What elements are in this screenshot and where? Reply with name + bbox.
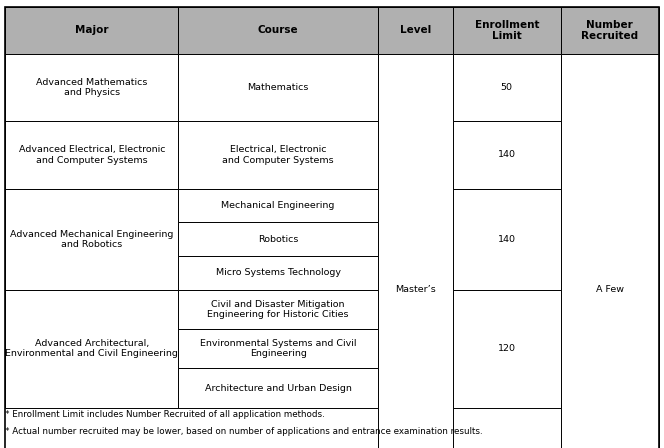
Text: Master’s: Master’s	[395, 285, 436, 294]
Text: Enrollment
Limit: Enrollment Limit	[475, 20, 539, 41]
Bar	[378, 7, 453, 54]
Text: Advanced Electrical, Electronic
and Computer Systems: Advanced Electrical, Electronic and Comp…	[19, 145, 165, 165]
Bar	[179, 290, 378, 329]
Text: Advanced Mathematics
and Physics: Advanced Mathematics and Physics	[37, 78, 147, 97]
Bar	[179, 189, 378, 222]
Bar	[179, 54, 378, 121]
Bar	[453, 121, 560, 189]
Text: Mechanical Engineering: Mechanical Engineering	[221, 201, 335, 210]
Bar	[378, 54, 453, 448]
Text: Major: Major	[75, 25, 109, 35]
Text: Number
Recruited: Number Recruited	[581, 20, 638, 41]
Bar	[5, 54, 179, 121]
Text: Advanced Mechanical Engineering
and Robotics: Advanced Mechanical Engineering and Robo…	[10, 229, 173, 249]
Bar	[5, 121, 179, 189]
Bar	[453, 54, 560, 121]
Bar	[453, 290, 560, 408]
Bar	[453, 7, 560, 54]
Text: Level: Level	[400, 25, 431, 35]
Text: 140: 140	[498, 235, 516, 244]
Bar	[560, 54, 659, 448]
Bar	[179, 7, 378, 54]
Text: Advanced Architectural,
Environmental and Civil Engineering: Advanced Architectural, Environmental an…	[5, 339, 179, 358]
Text: 140: 140	[498, 151, 516, 159]
Bar	[179, 329, 378, 368]
Bar	[5, 7, 179, 54]
Text: * Actual number recruited may be lower, based on number of applications and entr: * Actual number recruited may be lower, …	[5, 427, 483, 436]
Text: Mathematics: Mathematics	[248, 83, 309, 92]
Text: 50: 50	[501, 83, 513, 92]
Text: Architecture and Urban Design: Architecture and Urban Design	[205, 383, 351, 392]
Bar	[179, 256, 378, 290]
Text: Micro Systems Technology: Micro Systems Technology	[216, 268, 341, 277]
Text: Robotics: Robotics	[258, 235, 298, 244]
Bar	[5, 189, 179, 290]
Text: Civil and Disaster Mitigation
Engineering for Historic Cities: Civil and Disaster Mitigation Engineerin…	[207, 300, 349, 319]
Bar	[560, 7, 659, 54]
Text: Electrical, Electronic
and Computer Systems: Electrical, Electronic and Computer Syst…	[222, 145, 334, 165]
Bar	[179, 121, 378, 189]
Bar	[179, 222, 378, 256]
Text: Course: Course	[258, 25, 298, 35]
Text: 120: 120	[498, 344, 516, 353]
Bar	[179, 368, 378, 408]
Text: Environmental Systems and Civil
Engineering: Environmental Systems and Civil Engineer…	[200, 339, 357, 358]
Text: * Enrollment Limit includes Number Recruited of all application methods.: * Enrollment Limit includes Number Recru…	[5, 410, 325, 419]
Bar	[5, 290, 179, 408]
Bar	[453, 189, 560, 290]
Text: A Few: A Few	[596, 285, 623, 294]
